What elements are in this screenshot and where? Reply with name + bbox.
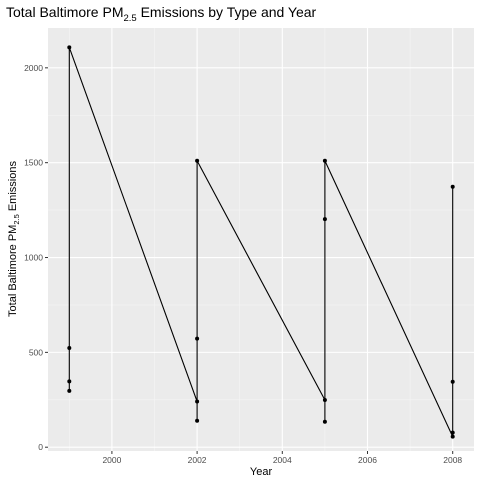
data-point: [322, 419, 327, 424]
y-axis-title-subscript: 2.5: [12, 214, 21, 224]
x-tick-label: 2002: [188, 455, 207, 465]
data-point: [450, 430, 455, 435]
tick-labels: 2000 2002 2004 2006 2008 0 500 1000 1500 2000: [24, 63, 462, 465]
x-tick-label: 2006: [358, 455, 377, 465]
data-point: [67, 379, 72, 384]
data-point: [195, 336, 200, 341]
data-point: [322, 397, 327, 402]
data-point: [67, 346, 72, 351]
y-tick-label: 1000: [24, 253, 43, 263]
chart-title: Total Baltimore PM2.5 Emissions by Type …: [6, 4, 317, 24]
data-point: [195, 418, 200, 423]
data-point: [450, 184, 455, 189]
y-tick-label: 2000: [24, 63, 43, 73]
chart-title-subscript: 2.5: [123, 13, 136, 24]
x-tick-label: 2004: [273, 455, 292, 465]
data-point: [195, 158, 200, 163]
chart-title-prefix: Total Baltimore PM: [6, 4, 123, 20]
y-axis-title: Total Baltimore PM2.5 Emissions: [7, 161, 21, 317]
y-axis-title-suffix: Emissions: [7, 161, 19, 215]
data-point: [67, 45, 72, 50]
data-point: [450, 379, 455, 384]
y-axis-title-prefix: Total Baltimore PM: [7, 225, 19, 317]
y-tick-label: 0: [38, 442, 43, 452]
plot-panel: [48, 28, 474, 451]
y-tick-label: 1500: [24, 158, 43, 168]
x-axis-title: Year: [250, 466, 273, 478]
data-point: [322, 217, 327, 222]
x-tick-label: 2000: [102, 455, 121, 465]
data-point: [450, 434, 455, 439]
chart-title-suffix: Emissions by Type and Year: [137, 4, 317, 20]
data-series: [67, 45, 455, 439]
data-point: [322, 158, 327, 163]
data-point: [67, 388, 72, 393]
y-tick-label: 500: [29, 347, 43, 357]
x-tick-label: 2008: [443, 455, 462, 465]
axis-ticks: [45, 67, 454, 454]
data-point: [195, 399, 200, 404]
